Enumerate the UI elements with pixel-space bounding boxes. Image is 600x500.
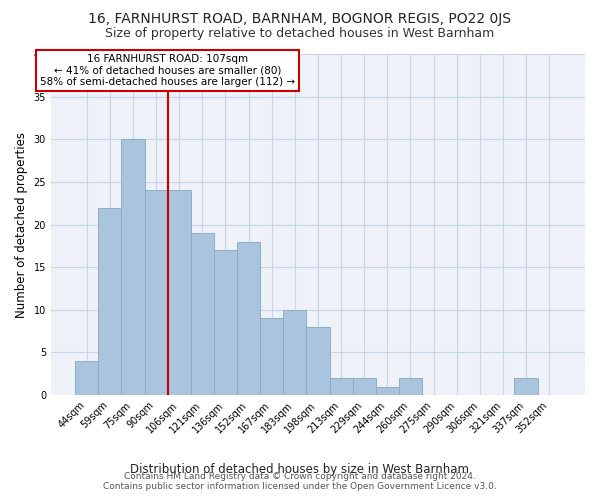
Bar: [329, 378, 353, 395]
Text: 16, FARNHURST ROAD, BARNHAM, BOGNOR REGIS, PO22 0JS: 16, FARNHURST ROAD, BARNHAM, BOGNOR REGI…: [89, 12, 511, 26]
Y-axis label: Number of detached properties: Number of detached properties: [15, 132, 28, 318]
Bar: [98, 208, 121, 395]
Bar: [191, 233, 214, 395]
Bar: [376, 386, 399, 395]
Bar: [237, 242, 260, 395]
Bar: [260, 318, 283, 395]
Text: Contains HM Land Registry data © Crown copyright and database right 2024.
Contai: Contains HM Land Registry data © Crown c…: [103, 472, 497, 491]
Bar: [399, 378, 422, 395]
Bar: [283, 310, 307, 395]
Text: Size of property relative to detached houses in West Barnham: Size of property relative to detached ho…: [106, 28, 494, 40]
Bar: [514, 378, 538, 395]
Bar: [145, 190, 167, 395]
Bar: [353, 378, 376, 395]
Bar: [307, 327, 329, 395]
Bar: [167, 190, 191, 395]
Text: 16 FARNHURST ROAD: 107sqm
← 41% of detached houses are smaller (80)
58% of semi-: 16 FARNHURST ROAD: 107sqm ← 41% of detac…: [40, 54, 295, 87]
Bar: [121, 140, 145, 395]
Bar: [75, 361, 98, 395]
Bar: [214, 250, 237, 395]
Text: Distribution of detached houses by size in West Barnham: Distribution of detached houses by size …: [131, 462, 470, 475]
